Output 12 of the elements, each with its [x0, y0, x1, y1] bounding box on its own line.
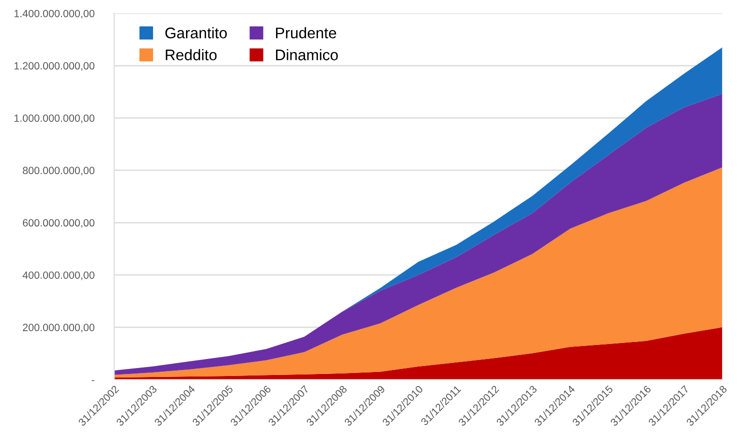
legend-label: Dinamico	[276, 49, 338, 60]
y-tick-label: -	[92, 380, 94, 382]
legend-label: Garantito	[165, 27, 227, 38]
legend-label: Prudente	[276, 27, 336, 38]
y-tick-label: 800.000.000,00	[22, 166, 94, 176]
y-tick-label: 400.000.000,00	[22, 271, 94, 280]
legend-label: Reddito	[166, 49, 217, 60]
y-tick-label: 600.000.000,00	[22, 219, 94, 228]
y-tick-label: 1.200.000.000,00	[14, 62, 94, 71]
y-tick-label: 1.400.000.000,00	[14, 10, 94, 18]
y-tick-label: 1.000.000.000,00	[14, 114, 94, 124]
y-tick-label: 200.000.000,00	[22, 324, 94, 332]
